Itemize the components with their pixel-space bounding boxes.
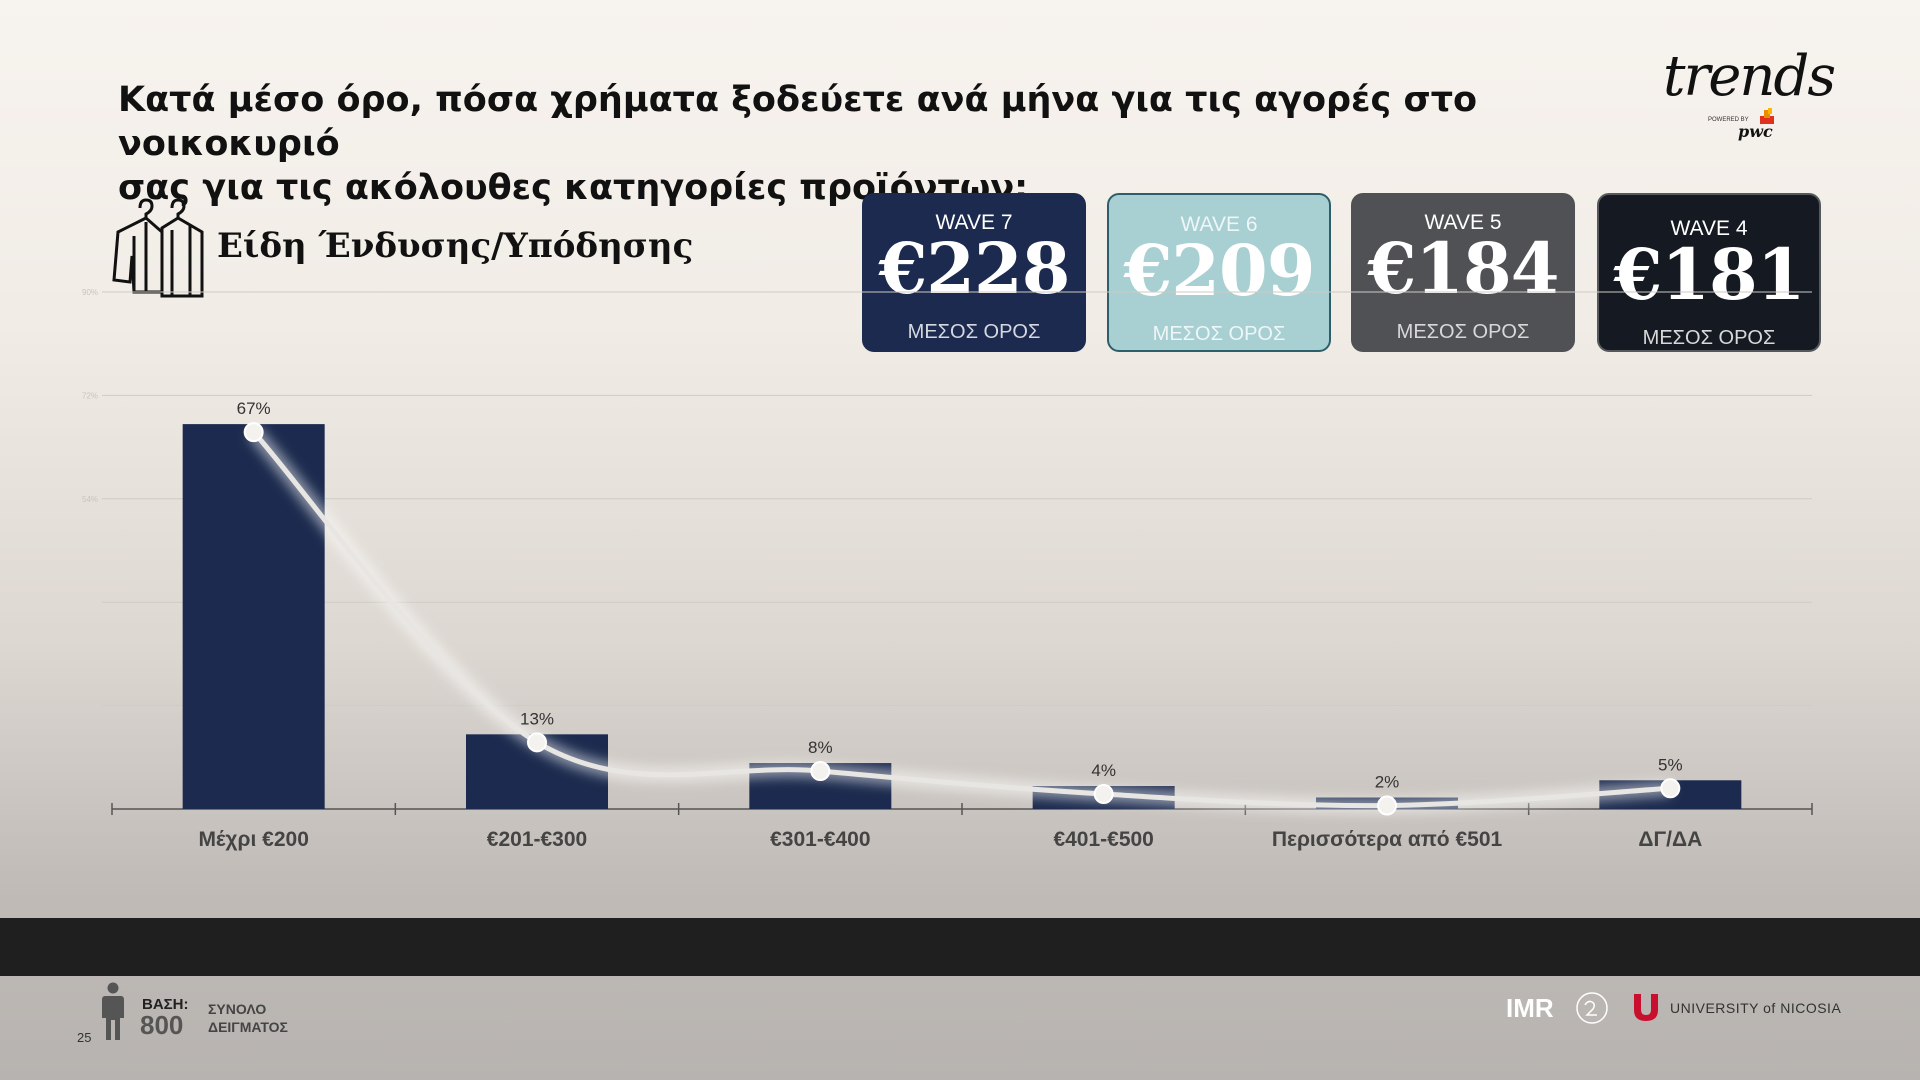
pwc-mark-icon bbox=[1760, 108, 1774, 124]
trend-point bbox=[1093, 784, 1114, 805]
trends-wordmark: trends bbox=[1663, 44, 1836, 109]
wave-5-card: WAVE 5 €184 ΜΕΣΟΣ ΟΡΟΣ bbox=[1351, 193, 1575, 352]
base-label: ΒΑΣΗ: bbox=[142, 996, 189, 1013]
footer-band bbox=[0, 918, 1920, 976]
trend-point bbox=[1660, 778, 1681, 799]
wave-value: €181 bbox=[1613, 233, 1806, 316]
x-tick-label: €401-€500 bbox=[1053, 828, 1153, 851]
imr-logo: IMR bbox=[1506, 992, 1608, 1024]
x-tick-label: Περισσότερα από €501 bbox=[1272, 828, 1503, 851]
wave-subtitle: ΜΕΣΟΣ ΟΡΟΣ bbox=[1396, 321, 1530, 343]
pwc-wordmark: pwc bbox=[1738, 122, 1773, 141]
y-tick-label: 54% bbox=[82, 495, 98, 504]
wave-7-card: WAVE 7 €228 ΜΕΣΟΣ ΟΡΟΣ bbox=[862, 193, 1086, 352]
y-tick-label: 0% bbox=[82, 805, 94, 814]
base-value: 800 bbox=[140, 1010, 184, 1040]
wave-subtitle: ΜΕΣΟΣ ΟΡΟΣ bbox=[1642, 327, 1776, 349]
trend-point bbox=[810, 761, 831, 782]
trend-point bbox=[243, 422, 264, 443]
wave-6-card: WAVE 6 €209 ΜΕΣΟΣ ΟΡΟΣ bbox=[1107, 193, 1331, 352]
imr-wordmark: IMR bbox=[1506, 993, 1554, 1023]
data-label: 13% bbox=[520, 709, 554, 728]
wave-value: €228 bbox=[878, 227, 1071, 310]
data-label: 5% bbox=[1658, 755, 1683, 774]
person-icon bbox=[102, 982, 124, 1040]
powered-by-text: POWERED BY bbox=[1708, 117, 1749, 123]
clothes-hanger-icon bbox=[112, 198, 204, 298]
trends-logo: trends POWERED BY pwc bbox=[1660, 44, 1836, 144]
wave-name: WAVE 7 bbox=[935, 211, 1013, 234]
wave-name: WAVE 4 bbox=[1670, 217, 1748, 240]
x-tick-label: ΔΓ/ΔΑ bbox=[1638, 828, 1702, 851]
title-line-1: Κατά μέσο όρο, πόσα χρήματα ξοδεύετε ανά… bbox=[118, 80, 1478, 164]
wave-subtitle: ΜΕΣΟΣ ΟΡΟΣ bbox=[1152, 323, 1286, 345]
trend-line bbox=[251, 429, 1673, 809]
wave-name: WAVE 6 bbox=[1180, 213, 1258, 236]
wave-4-card: WAVE 4 €181 ΜΕΣΟΣ ΟΡΟΣ bbox=[1597, 193, 1821, 352]
data-label: 4% bbox=[1091, 761, 1116, 780]
page-number: 25 bbox=[77, 1030, 92, 1045]
trend-point bbox=[1377, 795, 1397, 816]
data-label: 67% bbox=[237, 399, 271, 418]
data-label: 2% bbox=[1375, 773, 1400, 792]
y-tick-label: 72% bbox=[82, 391, 98, 400]
wave-subtitle: ΜΕΣΟΣ ΟΡΟΣ bbox=[907, 321, 1041, 343]
x-tick-label: €301-€400 bbox=[770, 828, 870, 851]
trend-point bbox=[527, 732, 547, 753]
data-label: 8% bbox=[808, 738, 833, 757]
wave-value: €184 bbox=[1367, 227, 1560, 310]
x-tick-label: €201-€300 bbox=[487, 828, 587, 851]
unic-logo-icon bbox=[1634, 994, 1658, 1021]
base-description: ΣΥΝΟΛΟ ΔΕΙΓΜΑΤΟΣ bbox=[208, 1001, 288, 1035]
unic-wordmark: UNIVERSITY of NICOSIA bbox=[1670, 1000, 1842, 1016]
category-label: Είδη Ένδυσης/Υπόδησης bbox=[217, 226, 694, 266]
bar-chart: 0% 54% 72% 90% 67% 13% 8% 4% 2% 5% Μέχρι €200 €201… bbox=[82, 288, 1813, 851]
y-tick-label: 90% bbox=[82, 288, 98, 297]
wave-value: €209 bbox=[1123, 229, 1316, 312]
wave-name: WAVE 5 bbox=[1424, 211, 1502, 234]
category-header: Είδη Ένδυσης/Υπόδησης bbox=[110, 196, 710, 306]
x-tick-label: Μέχρι €200 bbox=[198, 828, 308, 851]
